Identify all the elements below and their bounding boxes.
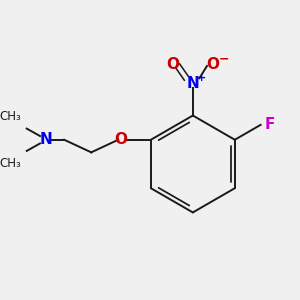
Text: N: N — [39, 132, 52, 147]
Text: +: + — [196, 73, 206, 83]
Text: N: N — [187, 76, 199, 91]
Text: O: O — [115, 132, 128, 147]
Text: O: O — [167, 57, 180, 72]
Text: F: F — [264, 117, 275, 132]
Text: CH₃: CH₃ — [0, 110, 21, 123]
Text: −: − — [218, 53, 229, 66]
Text: O: O — [206, 57, 219, 72]
Text: CH₃: CH₃ — [0, 157, 21, 169]
